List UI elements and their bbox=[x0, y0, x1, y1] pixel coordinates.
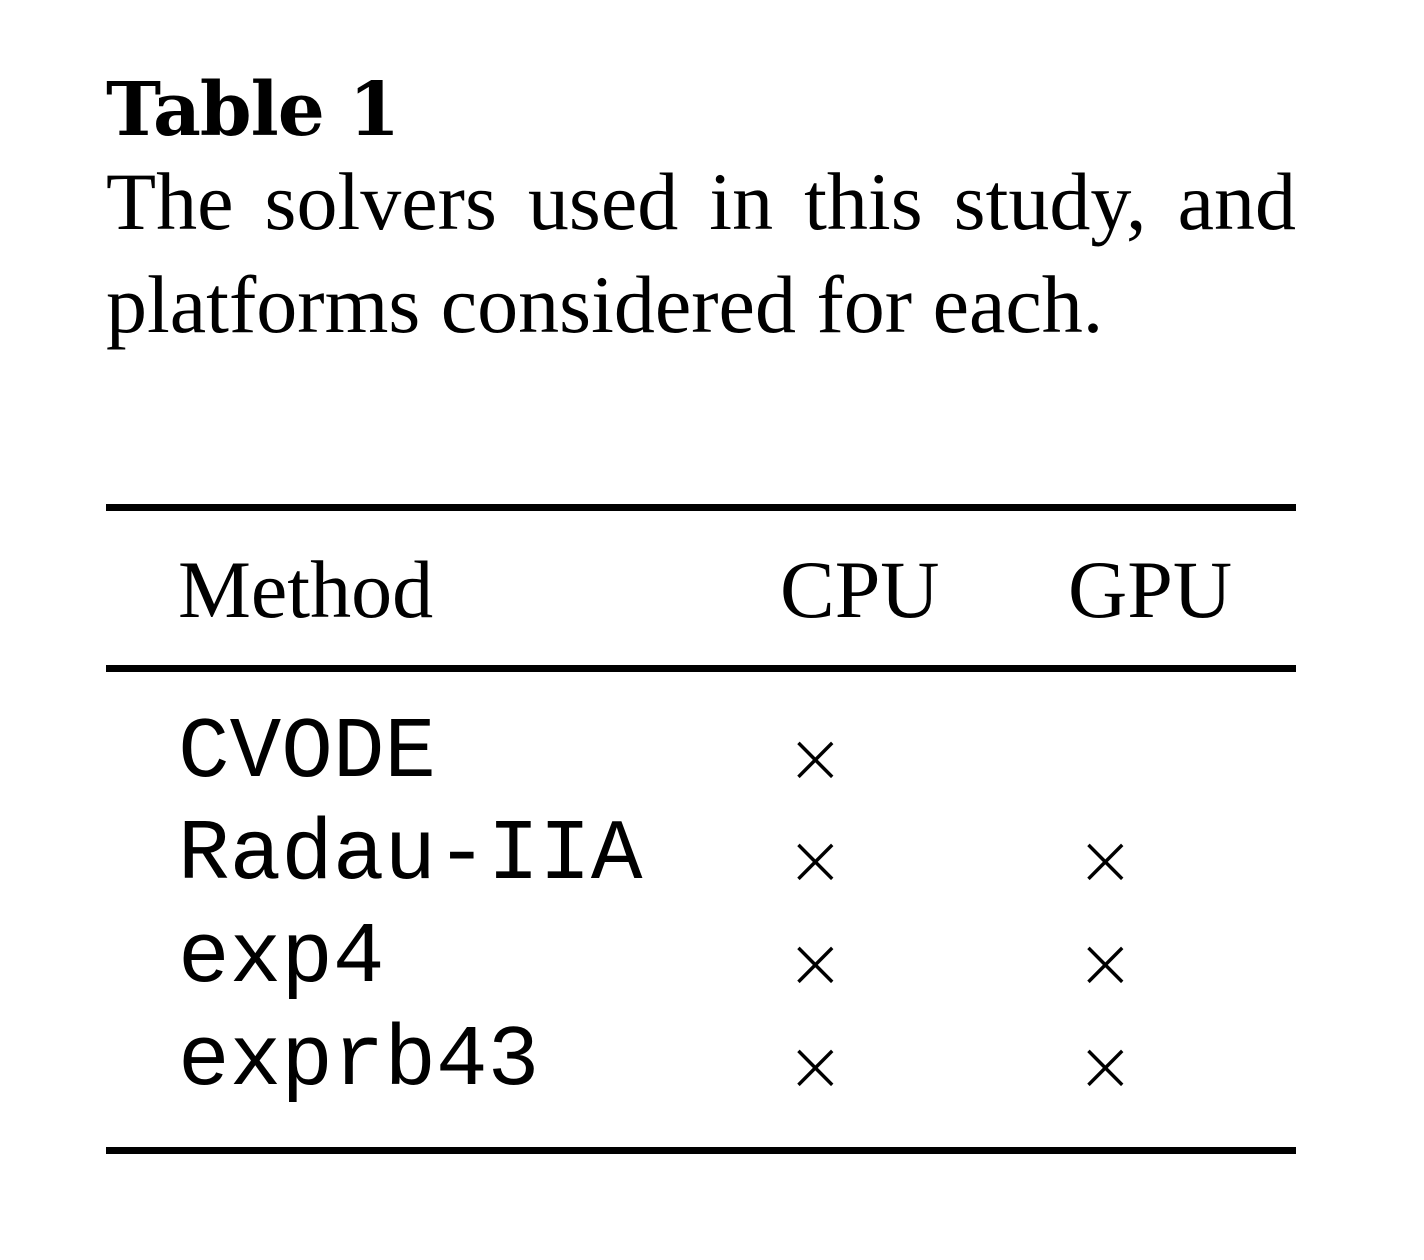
row-4-method: exprb43 bbox=[178, 1012, 540, 1110]
row-2-gpu-mark: × bbox=[1076, 819, 1135, 901]
top-rule bbox=[106, 504, 1296, 511]
row-2-method: Radau-IIA bbox=[178, 806, 643, 904]
row-3-gpu-mark: × bbox=[1076, 922, 1135, 1004]
table-caption-block: Table 1 The solvers used in this study, … bbox=[106, 70, 1296, 356]
row-4-cpu-mark: × bbox=[786, 1025, 845, 1107]
row-1-cpu-mark: × bbox=[786, 717, 845, 799]
header-cpu: CPU bbox=[780, 544, 940, 635]
table-label: Table 1 bbox=[106, 67, 400, 153]
row-3-cpu-mark: × bbox=[786, 922, 845, 1004]
header-method: Method bbox=[178, 544, 434, 635]
row-2-cpu-mark: × bbox=[786, 819, 845, 901]
table-caption: The solvers used in this study, and plat… bbox=[106, 156, 1296, 350]
row-3-method: exp4 bbox=[178, 909, 385, 1007]
row-4-gpu-mark: × bbox=[1076, 1025, 1135, 1107]
bottom-rule bbox=[106, 1147, 1296, 1154]
header-rule bbox=[106, 665, 1296, 672]
header-gpu: GPU bbox=[1068, 544, 1233, 635]
row-1-method: CVODE bbox=[178, 704, 437, 802]
